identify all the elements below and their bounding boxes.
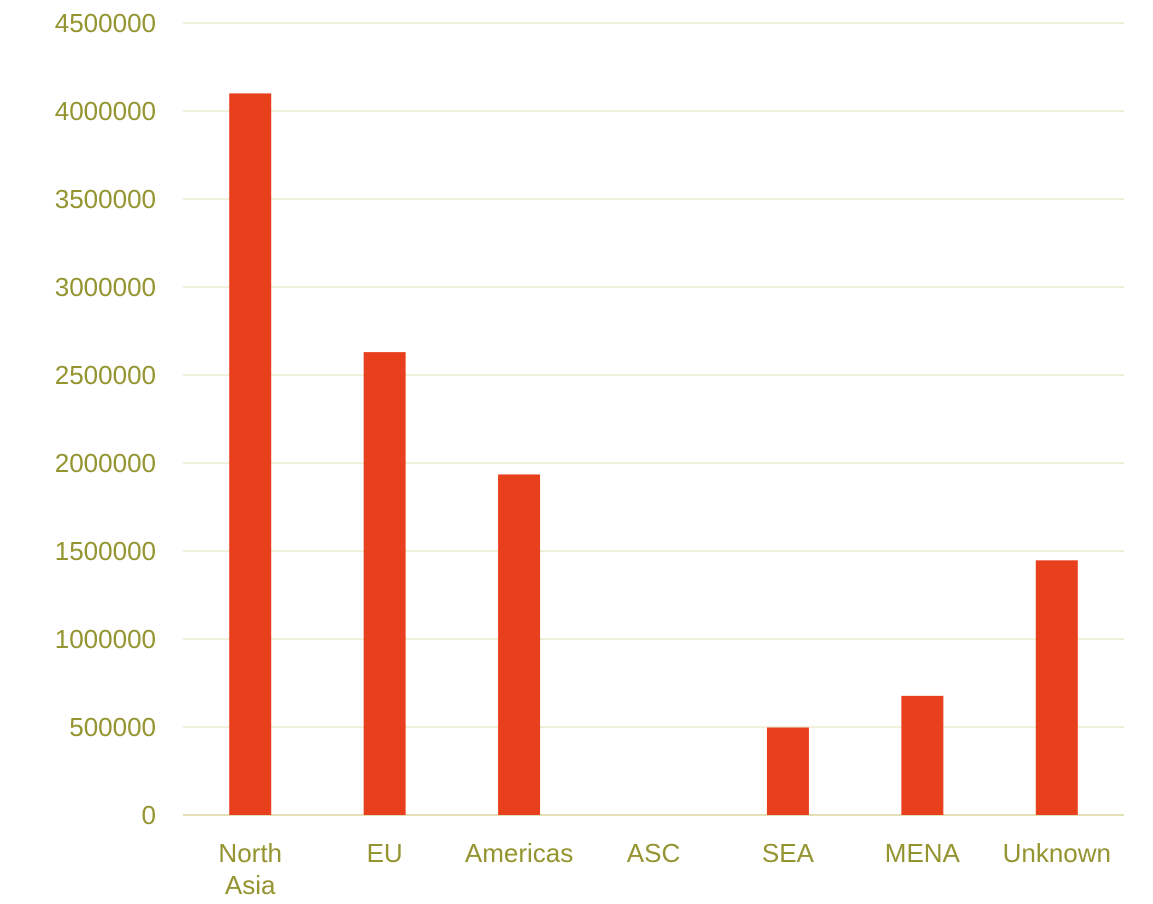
x-category-label: EU [367,838,403,868]
x-category-label-line: EU [367,838,403,868]
x-category-label-line: North [218,838,282,868]
y-tick-label: 1000000 [55,624,156,654]
x-category-label: Unknown [1003,838,1111,868]
bars [229,93,1078,815]
gridlines [183,22,1124,816]
x-category-label: SEA [762,838,815,868]
y-tick-label: 0 [142,800,156,830]
y-tick-label: 3000000 [55,272,156,302]
x-category-label-line: MENA [885,838,961,868]
y-axis-tick-labels: 0 500000 1000000 1500000 2000000 2500000 30000… [55,8,156,830]
x-category-label: ASC [627,838,680,868]
y-tick-label: 4500000 [55,8,156,38]
bar-north-asia [229,93,272,815]
bar-americas [498,474,541,815]
y-tick-label: 3500000 [55,184,156,214]
x-category-label: MENA [885,838,961,868]
x-category-label-line: SEA [762,838,815,868]
x-category-label-line: Americas [465,838,573,868]
y-tick-label: 500000 [69,712,156,742]
y-tick-label: 2000000 [55,448,156,478]
x-category-label-line: ASC [627,838,680,868]
bar-sea [766,727,809,815]
x-category-label-line: Asia [225,870,276,900]
bar-unknown [1035,560,1078,815]
y-tick-label: 1500000 [55,536,156,566]
y-tick-label: 4000000 [55,96,156,126]
x-category-label-line: Unknown [1003,838,1111,868]
x-axis-category-labels: North Asia EU Americas ASC SEA MENA Unknown [218,838,1111,900]
x-category-label: Americas [465,838,573,868]
x-category-label: North Asia [218,838,282,900]
bar-eu [363,352,406,815]
y-tick-label: 2500000 [55,360,156,390]
bar-mena [901,695,944,815]
